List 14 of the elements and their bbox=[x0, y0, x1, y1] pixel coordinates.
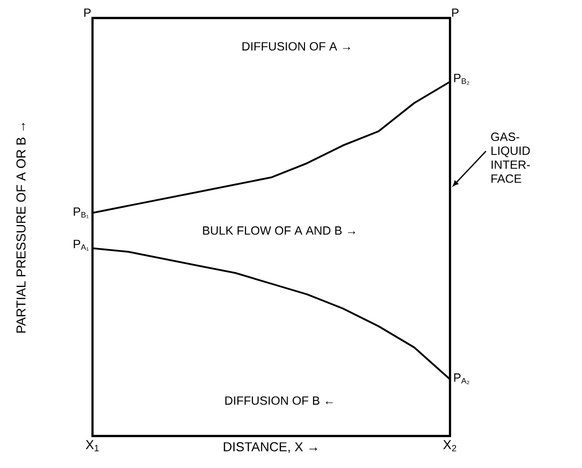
annotation: DIFFUSION OF B ← bbox=[225, 396, 333, 405]
x-axis-title: DISTANCE, X → bbox=[224, 442, 318, 453]
text: P bbox=[84, 8, 91, 17]
x-tick-label: X$_{2}$ bbox=[443, 440, 456, 452]
text: P$_{B₁}$ bbox=[74, 207, 89, 218]
text: GAS- LIQUID INTER- FACE bbox=[491, 132, 530, 183]
x-tick-label: X$_{1}$ bbox=[86, 440, 99, 452]
text: P bbox=[452, 8, 459, 17]
y-axis-title: PARTIAL PRESSURE OF A OR B → bbox=[16, 123, 26, 333]
text: DIFFUSION OF A → bbox=[242, 42, 350, 51]
annotation: BULK FLOW OF A AND B → bbox=[203, 226, 356, 235]
text: P$_{B₂}$ bbox=[454, 74, 470, 85]
text: P$_{A₁}$ bbox=[74, 240, 89, 251]
text: P$_{A₂}$ bbox=[454, 373, 470, 384]
